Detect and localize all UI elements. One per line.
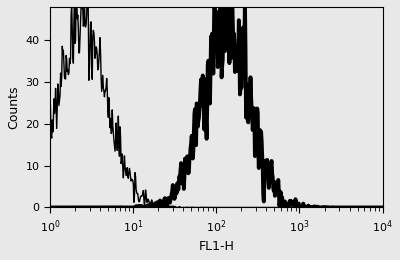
X-axis label: FL1-H: FL1-H — [198, 240, 234, 253]
Y-axis label: Counts: Counts — [7, 86, 20, 129]
